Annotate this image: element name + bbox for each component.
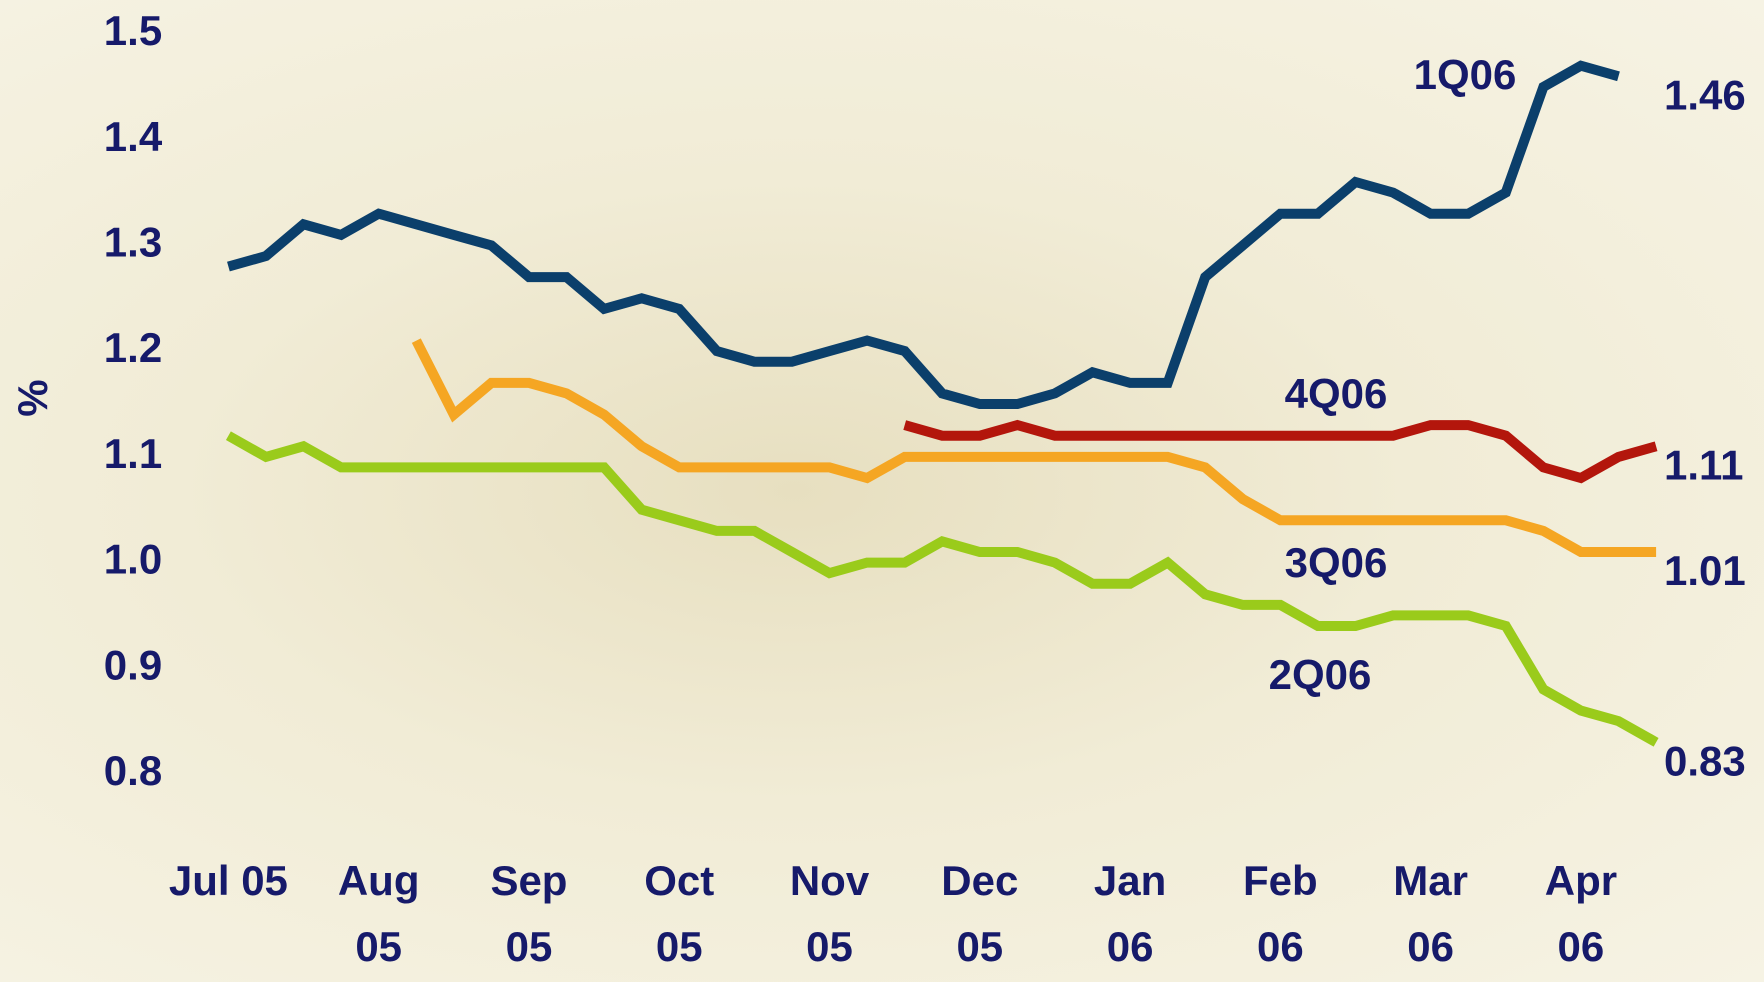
series-label: 2Q06 <box>1269 651 1372 698</box>
y-tick-label: 0.9 <box>104 641 162 688</box>
x-tick-label: Dec 05 <box>920 848 1040 980</box>
x-tick-label: Aug 05 <box>319 848 439 980</box>
end-value-label: 1.11 <box>1664 441 1743 488</box>
series-label: 4Q06 <box>1285 370 1388 417</box>
series-line <box>228 436 1656 743</box>
series-line <box>905 425 1656 478</box>
series-line <box>228 66 1618 404</box>
x-tick-label: Oct 05 <box>619 848 739 980</box>
y-tick-label: 1.3 <box>104 219 162 266</box>
x-tick-label: Nov 05 <box>770 848 890 980</box>
x-tick-label: Jul 05 <box>168 848 288 914</box>
series-label: 3Q06 <box>1285 539 1388 586</box>
page: {"chart_data": {"type": "line", "y_label… <box>0 0 1764 982</box>
y-tick-label: 1.1 <box>104 430 162 477</box>
y-tick-label: 1.5 <box>104 7 162 54</box>
y-tick-label: 1.0 <box>104 536 162 583</box>
x-tick-label: Apr 06 <box>1521 848 1641 980</box>
end-value-label: 1.01 <box>1664 547 1746 594</box>
x-tick-label: Mar 06 <box>1371 848 1491 980</box>
y-tick-label: 1.2 <box>104 324 162 371</box>
series-label: 1Q06 <box>1414 51 1517 98</box>
x-tick-label: Feb 06 <box>1220 848 1340 980</box>
series-line <box>416 341 1656 552</box>
y-axis-label: % <box>9 379 56 416</box>
y-tick-label: 1.4 <box>104 113 163 160</box>
end-value-label: 0.83 <box>1664 737 1746 784</box>
x-tick-label: Sep 05 <box>469 848 589 980</box>
end-value-label: 1.46 <box>1664 71 1746 118</box>
y-tick-label: 0.8 <box>104 747 162 794</box>
x-tick-label: Jan 06 <box>1070 848 1190 980</box>
chart: % 0.8 0.9 1.0 1.1 1.2 1.3 1.4 1.5 1Q06 1.46 4Q06 1.… <box>0 0 1764 982</box>
